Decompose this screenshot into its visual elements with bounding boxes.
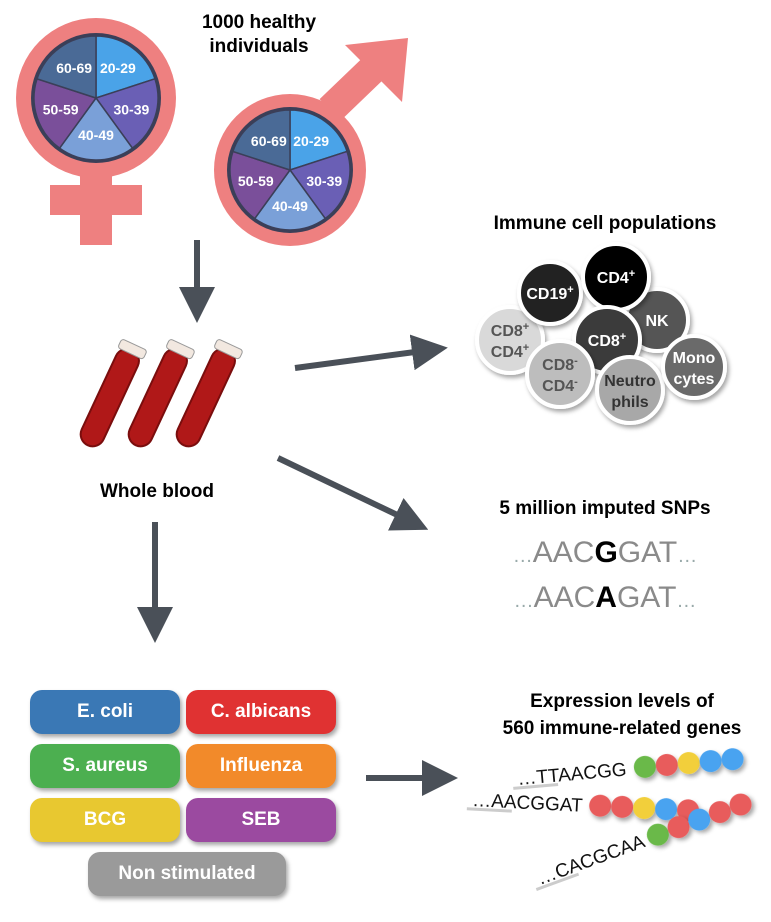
- bead-red: [729, 793, 752, 816]
- age-pie-female: 20-29 30-39 40-49 50-59 60-69: [31, 33, 161, 163]
- stimulus-c-albicans: C. albicans: [186, 690, 336, 734]
- pie-label: 30-39: [113, 101, 149, 117]
- sequence-text: …AACGGAT: [472, 790, 584, 817]
- snps-title: 5 million imputed SNPs: [499, 498, 710, 519]
- pie-label: 60-69: [56, 60, 92, 76]
- expression-sequences: …TTAACGG…AACGGAT …CACGCAA: [466, 748, 752, 891]
- cell-label: NK: [645, 313, 669, 330]
- immune-cells: CD8+ CD4+ CD19+ NK CD4+ CD8+ CD8- CD4- Neutro phi…: [475, 242, 727, 425]
- cell-label: phils: [611, 394, 648, 411]
- bead-red: [667, 816, 690, 839]
- bead-green: [646, 823, 669, 846]
- pie-slice-20-29: [289, 109, 349, 172]
- stimulus-s-aureus: S. aureus: [30, 744, 180, 788]
- cell-label: cytes: [674, 371, 715, 388]
- male-symbol: 20-29 30-39 40-49 50-59 60-69: [214, 38, 408, 246]
- pie-slice-50-59: [229, 150, 292, 220]
- bead-red: [611, 795, 634, 818]
- bead-blue: [688, 808, 711, 831]
- pie-label: 50-59: [43, 101, 79, 117]
- pie-label: 50-59: [238, 173, 274, 189]
- pie-slice-50-59: [33, 77, 98, 150]
- expression-row: …AACGGAT: [466, 790, 700, 822]
- expression-title-1: Expression levels of: [530, 691, 714, 712]
- pie-label: 20-29: [100, 60, 136, 76]
- snp-seq-1: …AACGGAT…: [513, 536, 697, 569]
- pie-slice-30-39: [288, 150, 351, 220]
- pie-slice-20-29: [95, 35, 156, 100]
- arrow-to-cells: [294, 334, 448, 371]
- whole-blood-label: Whole blood: [100, 481, 214, 502]
- bead-green: [633, 755, 656, 778]
- bead-blue: [655, 798, 678, 821]
- expression-row: …TTAACGG: [513, 748, 744, 790]
- stimulus-bcg: BCG: [30, 798, 180, 842]
- age-pie-male: 20-29 30-39 40-49 50-59 60-69: [227, 107, 353, 233]
- expression-title-2: 560 immune-related genes: [503, 718, 742, 739]
- immune-title: Immune cell populations: [494, 213, 717, 234]
- stimulus-label: Influenza: [219, 755, 303, 776]
- sequence-text: …CACGCAA: [535, 831, 649, 889]
- cohort-title-1: 1000 healthy: [202, 12, 316, 33]
- cell-cd8cd4: CD8- CD4-: [525, 339, 595, 409]
- bead-yellow: [633, 797, 656, 820]
- stimulus-label: S. aureus: [62, 755, 148, 776]
- bead-blue: [721, 748, 744, 771]
- cell-label: CD4+: [597, 268, 635, 287]
- stimulus-influenza: Influenza: [186, 744, 336, 788]
- stimulus-label: E. coli: [77, 701, 133, 722]
- cell-label: CD8+: [588, 331, 626, 350]
- stimulus-e-coli: E. coli: [30, 690, 180, 734]
- cell-cd19: CD19+: [517, 260, 583, 326]
- pie-slice-60-69: [36, 35, 97, 100]
- bead-blue: [699, 750, 722, 773]
- pie-slice-40-49: [58, 96, 134, 161]
- bead-red: [708, 801, 731, 824]
- stimulus-non-stimulated: Non stimulated: [88, 852, 286, 896]
- stimulus-label: SEB: [241, 809, 281, 830]
- stimulus-label: Non stimulated: [118, 863, 256, 884]
- cohort-title-2: individuals: [209, 36, 308, 57]
- stimulus-label: BCG: [83, 809, 127, 830]
- cell-label: CD4+: [491, 342, 529, 361]
- snp-seq-2: …AACAGAT…: [514, 581, 697, 614]
- cell-label: Mono: [673, 350, 716, 367]
- cell-cd8cd4: CD8+ CD4+: [475, 305, 545, 375]
- bead-red: [589, 794, 612, 817]
- pie-label: 40-49: [272, 198, 308, 214]
- pie-label: 20-29: [293, 133, 329, 149]
- pie-label: 40-49: [78, 127, 114, 143]
- pie-slice-30-39: [94, 77, 159, 150]
- sequence-text: …TTAACGG: [517, 760, 628, 790]
- pie-label: 60-69: [251, 133, 287, 149]
- bead-red: [655, 753, 678, 776]
- pie-slice-40-49: [253, 168, 327, 231]
- cell-cd4: CD4+: [581, 242, 651, 312]
- cell-monocytes: Mono cytes: [661, 334, 727, 400]
- pie-label: 30-39: [306, 173, 342, 189]
- blood-tubes-icon: [79, 339, 243, 448]
- cell-label: CD4-: [542, 376, 578, 395]
- stimulus-seb: SEB: [186, 798, 336, 842]
- cell-label: CD8+: [491, 321, 529, 340]
- snp-sequences: …AACGGAT… …AACAGAT…: [513, 536, 697, 614]
- female-symbol: 20-29 30-39 40-49 50-59 60-69: [16, 18, 176, 245]
- cell-label: Neutro: [604, 373, 656, 390]
- arrow-to-snps: [276, 455, 429, 531]
- pie-slice-60-69: [231, 109, 291, 172]
- bead-yellow: [677, 752, 700, 775]
- stimulus-label: C. albicans: [210, 701, 312, 722]
- cell-neutrophils: Neutro phils: [595, 355, 665, 425]
- cell-label: CD8-: [542, 355, 578, 374]
- cell-label: CD19+: [526, 284, 573, 303]
